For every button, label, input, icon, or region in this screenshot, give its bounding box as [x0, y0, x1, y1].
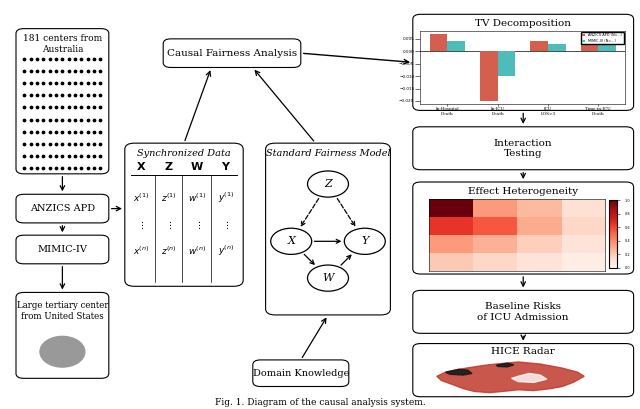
FancyBboxPatch shape [413, 127, 634, 170]
Text: $x^{(1)}$: $x^{(1)}$ [132, 192, 149, 204]
Polygon shape [437, 362, 584, 393]
Text: MIMIC-IV: MIMIC-IV [38, 245, 87, 254]
Bar [531, 41, 548, 52]
Text: Interaction
Testing: Interaction Testing [494, 139, 552, 158]
FancyBboxPatch shape [16, 292, 109, 378]
Text: $\vdots$: $\vdots$ [165, 218, 172, 231]
Text: $\vdots$: $\vdots$ [223, 218, 229, 231]
Text: Y: Y [361, 236, 369, 246]
FancyBboxPatch shape [253, 360, 349, 387]
Circle shape [344, 228, 385, 254]
Circle shape [307, 171, 349, 197]
Text: Baseline Risks
of ICU Admission: Baseline Risks of ICU Admission [477, 302, 569, 321]
Text: $\mathbf{X}$: $\mathbf{X}$ [136, 160, 146, 173]
Text: Z: Z [324, 179, 332, 189]
Text: $\vdots$: $\vdots$ [138, 218, 144, 231]
Text: $z^{(n)}$: $z^{(n)}$ [161, 245, 176, 257]
FancyBboxPatch shape [163, 39, 301, 67]
FancyBboxPatch shape [413, 290, 634, 333]
Text: $\mathbf{Y}$: $\mathbf{Y}$ [221, 160, 231, 173]
Text: Synchronized Data: Synchronized Data [137, 149, 231, 158]
Bar [580, 44, 598, 52]
Text: $y^{(n)}$: $y^{(n)}$ [218, 244, 234, 258]
FancyBboxPatch shape [413, 182, 634, 274]
Text: $\mathbf{Z}$: $\mathbf{Z}$ [163, 160, 173, 173]
FancyBboxPatch shape [16, 194, 109, 223]
Text: $\mathbf{W}$: $\mathbf{W}$ [190, 160, 204, 173]
Text: Large tertiary center
from United States: Large tertiary center from United States [17, 301, 108, 321]
Text: 181 centers from
Australia: 181 centers from Australia [23, 34, 102, 54]
Polygon shape [496, 363, 514, 367]
Text: $x^{(n)}$: $x^{(n)}$ [132, 245, 149, 257]
Text: Causal Fairness Analysis: Causal Fairness Analysis [167, 49, 297, 58]
Text: ANZICS APD: ANZICS APD [30, 204, 95, 213]
Legend: ANZICS APD (N=...), MIMIC-IV (N=...): ANZICS APD (N=...), MIMIC-IV (N=...) [581, 32, 623, 44]
Text: Effect Heterogeneity: Effect Heterogeneity [468, 187, 579, 196]
Circle shape [307, 265, 349, 291]
Bar [480, 52, 498, 101]
Text: Domain Knowledge: Domain Knowledge [253, 369, 349, 378]
Text: Standard Fairness Model: Standard Fairness Model [266, 149, 390, 158]
Polygon shape [511, 373, 547, 382]
Text: $w^{(n)}$: $w^{(n)}$ [188, 245, 206, 257]
Text: X: X [287, 236, 295, 246]
Circle shape [271, 228, 312, 254]
Text: $y^{(1)}$: $y^{(1)}$ [218, 191, 234, 205]
Polygon shape [445, 369, 472, 375]
Text: HICE Radar: HICE Radar [492, 347, 555, 356]
FancyBboxPatch shape [413, 344, 634, 397]
Bar [430, 34, 447, 52]
FancyBboxPatch shape [125, 143, 243, 286]
Bar [548, 44, 566, 52]
FancyBboxPatch shape [16, 29, 109, 174]
Text: W: W [323, 273, 333, 283]
Text: Fig. 1. Diagram of the causal analysis system.: Fig. 1. Diagram of the causal analysis s… [214, 398, 426, 407]
FancyBboxPatch shape [16, 235, 109, 264]
Text: $z^{(1)}$: $z^{(1)}$ [161, 192, 176, 204]
Ellipse shape [40, 336, 85, 367]
Bar [498, 52, 515, 76]
Text: $w^{(1)}$: $w^{(1)}$ [188, 192, 206, 204]
Text: $\vdots$: $\vdots$ [194, 218, 200, 231]
FancyBboxPatch shape [413, 14, 634, 110]
Text: TV Decomposition: TV Decomposition [476, 19, 572, 28]
Bar [447, 41, 465, 52]
FancyBboxPatch shape [266, 143, 390, 315]
Bar [598, 44, 616, 52]
